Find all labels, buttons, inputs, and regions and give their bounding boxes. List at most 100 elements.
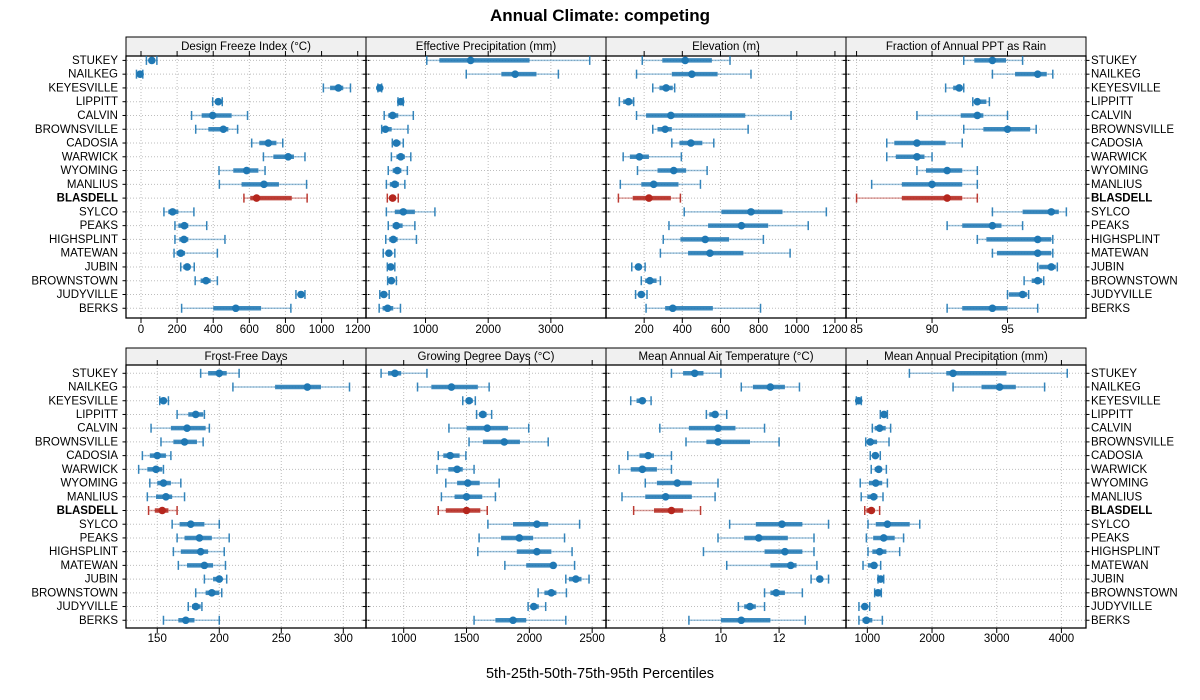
station-label-right-stukey: STUKEY [1091, 368, 1137, 380]
median-dot [515, 534, 524, 542]
percentile-marker-judyville [858, 602, 871, 612]
station-label-right-sylco: SYLCO [1091, 519, 1130, 531]
percentile-marker-berks [946, 303, 1039, 313]
percentile-marker-highsplint [384, 234, 418, 244]
median-dot [714, 438, 722, 446]
station-label-left-matewan: MATEWAN [61, 248, 119, 260]
station-label-left-manlius: MANLIUS [67, 491, 118, 503]
station-label-left-wyoming: WYOMING [61, 165, 119, 177]
percentile-marker-warwick [886, 152, 933, 162]
median-dot [334, 84, 343, 92]
x-tick-label: 1000 [413, 324, 439, 336]
percentile-marker-highsplint [172, 547, 225, 557]
station-label-right-peaks: PEAKS [1091, 532, 1130, 544]
percentile-marker-manlius [860, 492, 884, 502]
panel-effective-precipitation-mm: Effective Precipitation (mm) 1000 2000 3000 [362, 36, 610, 336]
percentile-marker-keyesville [944, 83, 965, 93]
percentile-marker-stukey [199, 368, 240, 378]
median-dot [862, 616, 871, 625]
panel-mean-annual-air-temperature-c: Mean Annual Air Temperature (°C) 8 10 12 [602, 347, 850, 645]
percentile-marker-cadosia [886, 138, 963, 148]
panel-elevation-m: Elevation (m) 200 400 600 800 1000 1200 [602, 36, 850, 336]
station-label-right-brownstown: BROWNSTOWN [1091, 587, 1178, 599]
percentile-marker-calvin [635, 110, 792, 120]
median-dot [988, 304, 997, 313]
median-dot [202, 276, 210, 285]
x-tick-label: 600 [711, 324, 730, 336]
station-label-left-cadosia: CADOSIA [66, 450, 118, 462]
median-dot [1047, 208, 1056, 216]
percentile-marker-matewan [504, 560, 576, 570]
station-label-left-calvin: CALVIN [77, 110, 118, 122]
x-tick-label: 90 [926, 324, 939, 336]
median-dot [688, 70, 696, 78]
station-label-right-matewan: MATEWAN [1091, 248, 1149, 260]
percentile-marker-judyville [187, 602, 203, 612]
median-dot [816, 575, 824, 583]
percentile-marker-blasdell [632, 506, 702, 515]
panel-header-title: Fraction of Annual PPT as Rain [886, 41, 1046, 53]
median-dot [396, 152, 405, 161]
percentile-marker-nailkeg [135, 69, 144, 79]
percentile-marker-sylco [991, 207, 1068, 217]
percentile-marker-keyesville [158, 396, 170, 406]
x-tick-label: 2000 [919, 633, 945, 645]
percentile-marker-jubin [631, 262, 646, 272]
percentile-marker-blasdell [386, 193, 400, 203]
median-dot [303, 383, 312, 391]
median-dot [943, 166, 951, 175]
station-label-right-jubin: JUBIN [1091, 574, 1124, 586]
median-dot [635, 152, 644, 161]
panel-growing-degree-days-c: Growing Degree Days (°C) 1000 1500 2000 2500 [362, 347, 610, 645]
percentile-marker-stukey [145, 55, 158, 65]
median-dot [737, 221, 746, 230]
median-dot [737, 616, 746, 625]
panel-header-title: Frost-Free Days [204, 351, 287, 363]
median-dot [781, 547, 789, 556]
station-label-right-manlius: MANLIUS [1091, 491, 1142, 503]
percentile-marker-stukey [670, 368, 722, 378]
percentile-marker-keyesville [854, 396, 863, 406]
median-dot [624, 97, 633, 106]
median-dot [375, 84, 384, 92]
median-dot [673, 479, 682, 487]
percentile-marker-wyoming [149, 478, 182, 488]
percentile-marker-brownstown [1023, 276, 1045, 286]
percentile-marker-jubin [565, 574, 590, 584]
percentile-marker-highsplint [174, 234, 226, 244]
percentile-marker-sylco [683, 207, 828, 217]
median-dot [392, 139, 401, 147]
percentile-marker-blasdell [147, 506, 178, 515]
percentile-marker-nailkeg [416, 382, 490, 392]
median-dot [391, 369, 399, 378]
percentile-marker-sylco [728, 519, 830, 529]
percentile-marker-sylco [867, 519, 921, 529]
station-label-left-peaks: PEAKS [80, 532, 119, 544]
station-label-left-keyesville: KEYESVILLE [48, 395, 118, 407]
x-tick-label: 800 [749, 324, 768, 336]
median-dot [778, 520, 786, 529]
median-dot [483, 424, 492, 432]
median-dot [874, 589, 882, 597]
median-dot [876, 575, 885, 583]
median-dot [644, 451, 652, 460]
median-dot [867, 506, 876, 515]
percentile-marker-brownsville [685, 437, 780, 447]
axis-ticks: 1000 1500 2000 2500 [362, 360, 610, 645]
x-tick-label: 4000 [1049, 633, 1075, 645]
median-dot [153, 451, 162, 460]
station-label-right-nailkeg: NAILKEG [1091, 69, 1141, 81]
percentile-marker-lippitt [396, 97, 405, 107]
median-dot [949, 369, 957, 378]
median-dot [388, 111, 397, 120]
median-dot [391, 180, 399, 189]
station-label-left-nailkeg: NAILKEG [68, 69, 118, 81]
percentile-marker-peaks [176, 533, 230, 543]
station-label-left-brownsville: BROWNSVILLE [35, 124, 118, 136]
station-label-left-warwick: WARWICK [62, 464, 119, 476]
percentile-marker-nailkeg [740, 382, 801, 392]
station-label-right-matewan: MATEWAN [1091, 560, 1149, 572]
x-tick-label: 2000 [517, 633, 543, 645]
